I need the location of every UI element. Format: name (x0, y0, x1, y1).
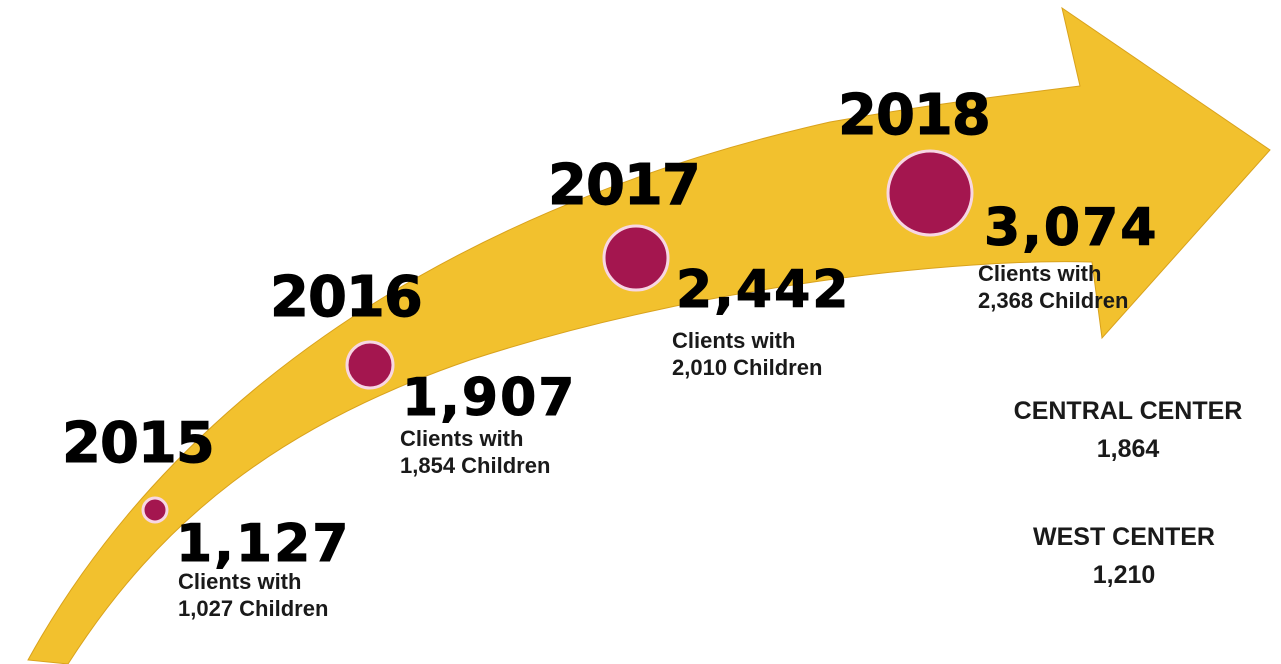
year-2017-label: 2017 (548, 153, 702, 218)
clients-2016-line1: Clients with (400, 426, 524, 451)
clients-2015-line1: Clients with (178, 569, 302, 594)
central-center-value: 1,864 (1096, 435, 1160, 463)
clients-2017-count: 2,442 (675, 260, 851, 320)
clients-2018-count: 3,074 (983, 198, 1159, 258)
clients-2017-line2: 2,010 Children (672, 355, 823, 380)
west-center-value: 1,210 (1092, 561, 1156, 589)
clients-2017-desc: Clients with 2,010 Children (672, 327, 822, 381)
milestone-dot-2015 (141, 496, 169, 524)
clients-2018-desc: Clients with 2,368 Children (978, 260, 1128, 314)
clients-2016-line2: 1,854 Children (400, 453, 551, 478)
clients-2017-line1: Clients with (672, 328, 796, 353)
central-center-block: CENTRAL CENTER 1,864 (968, 392, 1281, 468)
clients-2016-count: 1,907 (401, 368, 577, 428)
year-2015-label: 2015 (62, 411, 216, 476)
clients-2015-line2: 1,027 Children (178, 596, 329, 621)
clients-2015-desc: Clients with 1,027 Children (178, 568, 328, 622)
clients-2015-count: 1,127 (175, 514, 351, 574)
milestone-dot-2017 (602, 224, 670, 292)
milestone-dot-2016 (345, 340, 395, 390)
year-2018-label: 2018 (838, 83, 992, 148)
clients-2018-line1: Clients with (978, 261, 1102, 286)
milestone-dot-2018 (886, 149, 974, 237)
central-center-name: CENTRAL CENTER (1013, 397, 1243, 425)
year-2016-label: 2016 (270, 265, 424, 330)
clients-2018-line2: 2,368 Children (978, 288, 1129, 313)
west-center-name: WEST CENTER (1033, 523, 1215, 551)
clients-2016-desc: Clients with 1,854 Children (400, 425, 550, 479)
west-center-block: WEST CENTER 1,210 (964, 518, 1281, 594)
